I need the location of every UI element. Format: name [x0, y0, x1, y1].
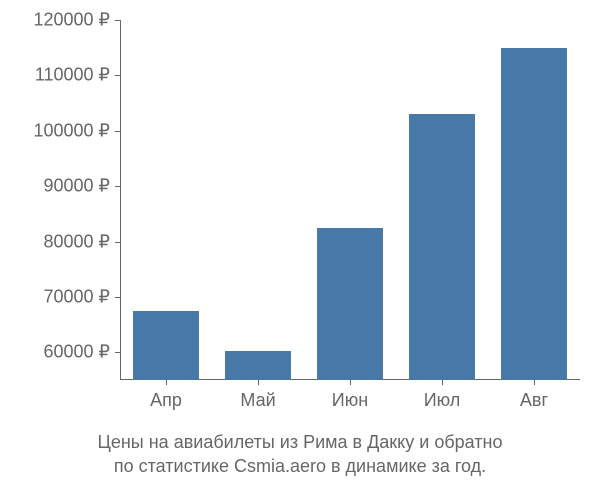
x-tick-mark	[166, 380, 167, 385]
x-tick-mark	[350, 380, 351, 385]
y-tick-mark	[115, 297, 120, 298]
y-tick-label: 110000 ₽	[35, 65, 110, 86]
x-tick-mark	[258, 380, 259, 385]
x-tick-label: Июл	[424, 390, 461, 411]
caption-line-2: по статистике Csmia.aero в динамике за г…	[0, 454, 600, 478]
y-tick-label: 80000 ₽	[43, 231, 110, 252]
y-tick-label: 60000 ₽	[43, 342, 110, 363]
caption-line-1: Цены на авиабилеты из Рима в Дакку и обр…	[0, 430, 600, 454]
y-tick-mark	[115, 352, 120, 353]
price-chart: 60000 ₽ 70000 ₽ 80000 ₽ 90000 ₽ 100000 ₽ 1100…	[0, 0, 600, 500]
chart-caption: Цены на авиабилеты из Рима в Дакку и обр…	[0, 430, 600, 478]
y-tick-label: 70000 ₽	[43, 286, 110, 307]
y-tick-mark	[115, 20, 120, 21]
x-tick-mark	[534, 380, 535, 385]
bar	[225, 351, 291, 380]
bar	[501, 48, 567, 380]
bar	[409, 114, 475, 380]
x-tick-label: Авг	[520, 390, 548, 411]
y-tick-mark	[115, 186, 120, 187]
y-tick-mark	[115, 131, 120, 132]
x-tick-label: Июн	[332, 390, 368, 411]
y-tick-label: 100000 ₽	[33, 120, 110, 141]
x-tick-label: Апр	[150, 390, 182, 411]
plot-area: 60000 ₽70000 ₽80000 ₽90000 ₽100000 ₽1100…	[120, 20, 580, 380]
x-tick-label: Май	[240, 390, 275, 411]
y-tick-label: 120000 ₽	[33, 10, 110, 31]
bar	[317, 228, 383, 380]
y-tick-label: 90000 ₽	[43, 176, 110, 197]
y-tick-mark	[115, 75, 120, 76]
y-axis-line	[120, 20, 121, 380]
y-tick-mark	[115, 242, 120, 243]
x-tick-mark	[442, 380, 443, 385]
bar	[133, 311, 199, 380]
